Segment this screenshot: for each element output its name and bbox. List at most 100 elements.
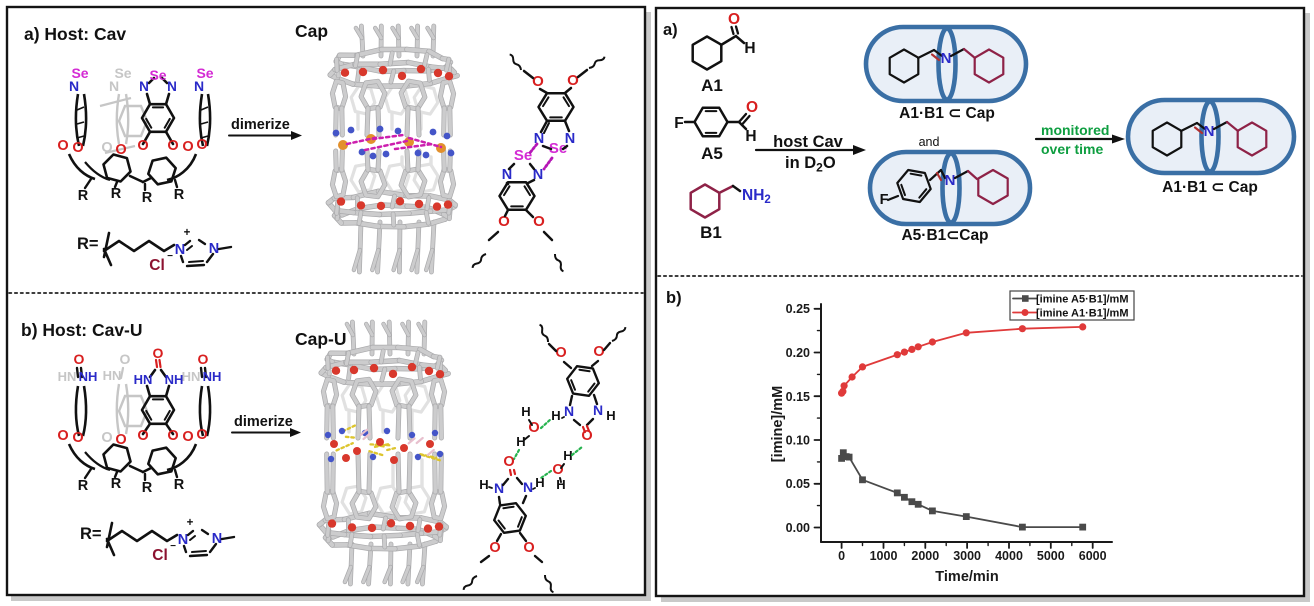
svg-text:b) Host: Cav-U: b) Host: Cav-U (21, 320, 143, 340)
svg-text:4000: 4000 (995, 549, 1023, 563)
svg-text:R=: R= (80, 525, 102, 543)
svg-text:O: O (581, 428, 592, 444)
svg-text:F: F (674, 115, 683, 132)
svg-text:0.10: 0.10 (786, 434, 810, 448)
svg-text:N: N (941, 50, 952, 67)
svg-text:O: O (503, 454, 514, 470)
svg-text:O: O (167, 138, 178, 154)
svg-text:R: R (78, 188, 89, 204)
svg-text:A1: A1 (701, 76, 723, 95)
svg-text:2000: 2000 (911, 549, 939, 563)
svg-text:O: O (153, 345, 164, 361)
svg-text:+: + (187, 517, 194, 529)
svg-text:O: O (528, 420, 539, 436)
svg-text:monitored: monitored (1041, 122, 1109, 138)
svg-text:Se: Se (71, 65, 88, 81)
svg-text:N: N (178, 532, 188, 548)
svg-text:R: R (78, 478, 89, 494)
svg-text:0.20: 0.20 (786, 346, 810, 360)
svg-text:0: 0 (838, 549, 845, 563)
svg-text:0.25: 0.25 (786, 302, 810, 316)
svg-text:dimerize: dimerize (231, 117, 290, 133)
svg-text:O: O (533, 213, 545, 230)
svg-text:O: O (74, 351, 85, 367)
svg-text:N: N (533, 167, 543, 183)
svg-text:R: R (174, 477, 185, 493)
svg-text:R: R (111, 476, 122, 492)
svg-text:H: H (556, 477, 565, 492)
svg-text:Cl: Cl (149, 257, 165, 274)
svg-text:NH: NH (79, 369, 98, 384)
svg-text:O: O (167, 428, 178, 444)
svg-text:A1·B1 ⊂ Cap: A1·B1 ⊂ Cap (1162, 179, 1258, 196)
svg-text:O: O (72, 430, 83, 446)
svg-text:N: N (502, 167, 512, 183)
svg-text:Cap: Cap (295, 21, 328, 41)
svg-text:5000: 5000 (1037, 549, 1065, 563)
svg-text:1000: 1000 (870, 549, 898, 563)
svg-text:N: N (69, 78, 79, 94)
svg-text:O: O (137, 138, 148, 154)
svg-text:HN: HN (58, 369, 77, 384)
svg-text:HN: HN (134, 372, 153, 387)
svg-text:N: N (209, 241, 219, 257)
svg-text:HN: HN (182, 369, 201, 384)
svg-text:[imine A5·B1]/mM: [imine A5·B1]/mM (1036, 294, 1129, 306)
svg-text:N: N (194, 78, 204, 94)
svg-text:[imine A1·B1]/mM: [imine A1·B1]/mM (1036, 308, 1129, 320)
svg-text:O: O (137, 428, 148, 444)
svg-text:in D2O: in D2O (785, 154, 836, 175)
svg-text:A5·B1⊂Cap: A5·B1⊂Cap (901, 227, 988, 244)
svg-text:O: O (198, 351, 209, 367)
svg-text:N: N (593, 402, 603, 418)
svg-text:host Cav: host Cav (773, 133, 844, 151)
svg-text:N: N (494, 480, 504, 496)
svg-text:F: F (880, 192, 889, 208)
svg-text:Time/min: Time/min (935, 569, 998, 585)
svg-text:O: O (72, 140, 83, 156)
svg-text:NH: NH (165, 372, 184, 387)
svg-text:N: N (523, 479, 533, 495)
svg-text:O: O (196, 137, 207, 153)
svg-text:H: H (745, 128, 756, 145)
svg-text:O: O (101, 430, 112, 446)
svg-text:B1: B1 (700, 223, 722, 242)
svg-text:N: N (1204, 123, 1215, 140)
svg-text:N: N (212, 531, 222, 547)
svg-text:R: R (142, 480, 153, 496)
svg-text:O: O (115, 432, 126, 448)
svg-text:A5: A5 (701, 144, 723, 163)
svg-text:over time: over time (1041, 141, 1103, 157)
svg-text:Se: Se (114, 65, 131, 81)
svg-text:O: O (498, 213, 510, 230)
svg-text:O: O (555, 345, 566, 361)
svg-text:N: N (139, 79, 149, 94)
svg-text:R: R (111, 186, 122, 202)
svg-text:N: N (109, 78, 119, 94)
svg-text:−: − (170, 541, 176, 552)
svg-text:O: O (115, 142, 126, 158)
svg-text:O: O (57, 428, 68, 444)
svg-text:O: O (746, 99, 758, 116)
svg-text:3000: 3000 (953, 549, 981, 563)
svg-text:O: O (101, 140, 112, 156)
svg-text:O: O (523, 540, 534, 556)
svg-text:N: N (945, 172, 956, 189)
svg-text:R=: R= (77, 235, 99, 253)
svg-text:Cl: Cl (152, 547, 168, 564)
svg-text:O: O (57, 138, 68, 154)
svg-text:Se: Se (149, 67, 166, 83)
svg-text:NH2: NH2 (742, 187, 771, 206)
svg-text:O: O (728, 11, 740, 28)
svg-text:Se: Se (196, 65, 213, 81)
svg-text:A1·B1 ⊂ Cap: A1·B1 ⊂ Cap (899, 105, 995, 122)
svg-text:H: H (551, 408, 560, 423)
svg-text:H: H (744, 40, 755, 57)
svg-text:a): a) (663, 21, 678, 39)
svg-text:dimerize: dimerize (234, 414, 293, 430)
svg-text:O: O (182, 429, 193, 445)
svg-text:O: O (120, 351, 131, 367)
svg-text:N: N (565, 131, 575, 147)
svg-text:H: H (606, 408, 615, 423)
svg-text:NH: NH (203, 369, 222, 384)
